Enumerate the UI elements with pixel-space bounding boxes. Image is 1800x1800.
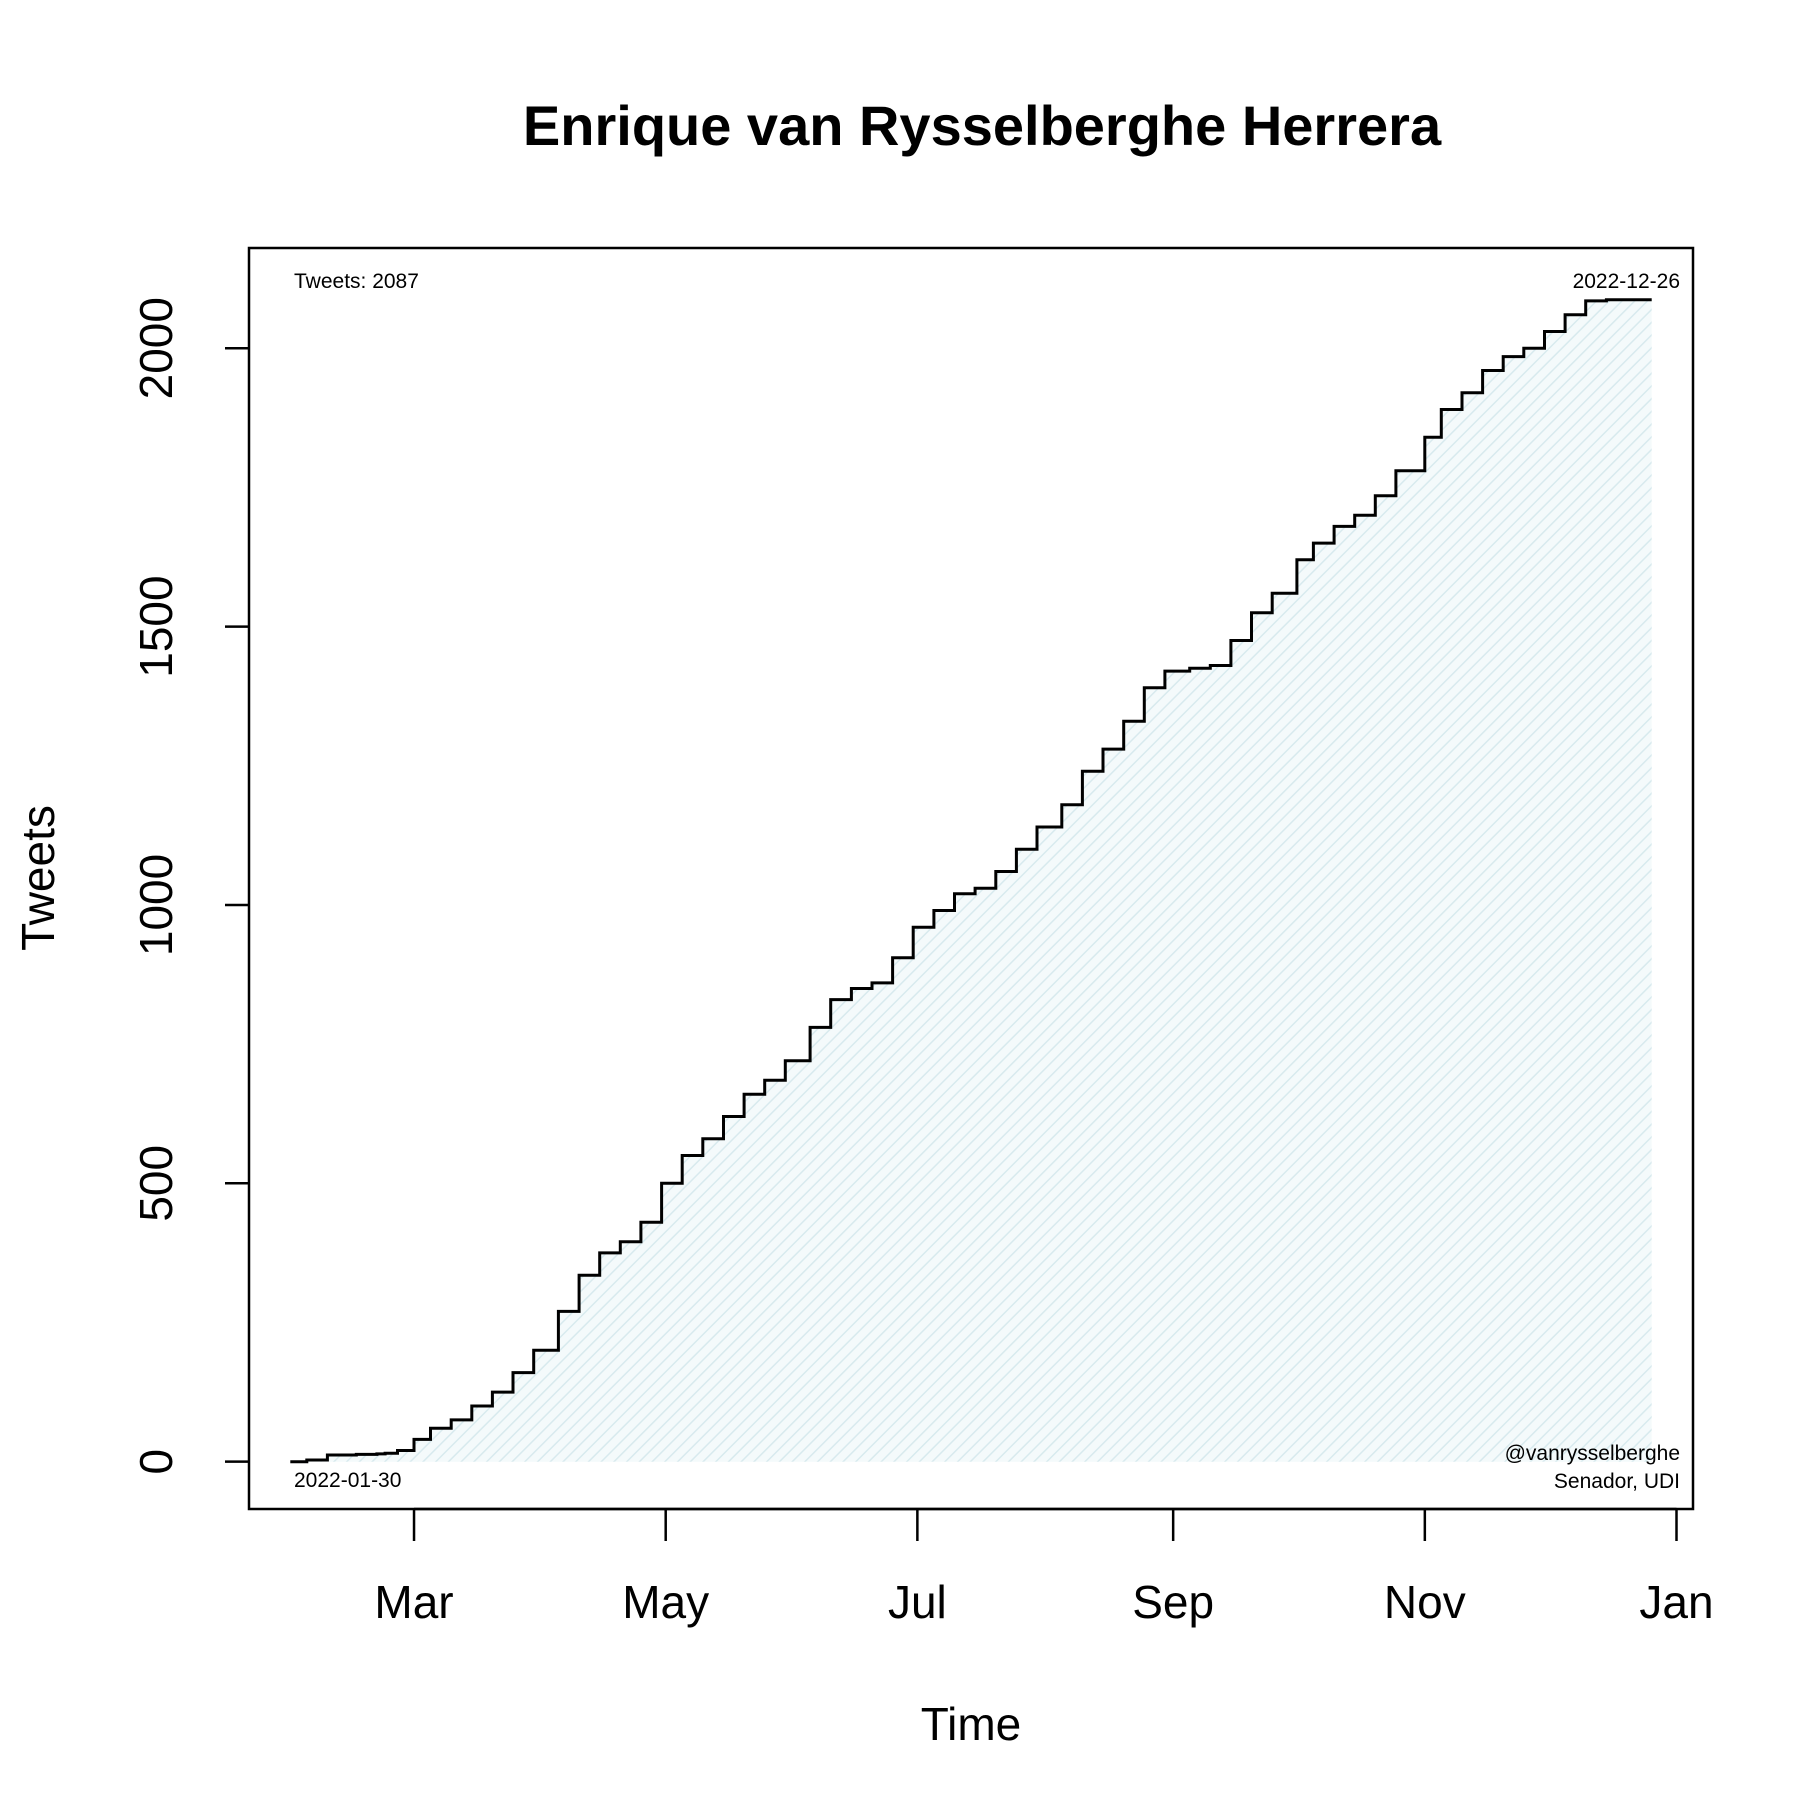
handle-annotation: @vanrysselberghe (1505, 1442, 1680, 1465)
x-tick-label: Nov (1384, 1576, 1466, 1628)
x-tick-label: Jan (1639, 1576, 1713, 1628)
y-axis: 0 500 1000 1500 2000 (130, 297, 249, 1474)
y-tick-label: 1500 (130, 575, 182, 677)
tweet-total-annotation: Tweets: 2087 (294, 270, 419, 293)
chart-title: Enrique van Rysselberghe Herrera (523, 94, 1442, 157)
x-tick-label: Sep (1132, 1576, 1214, 1628)
x-axis-label: Time (921, 1698, 1022, 1750)
y-tick-label: 500 (130, 1145, 182, 1222)
cumulative-area-fill (290, 299, 1652, 1462)
end-date-annotation: 2022-12-26 (1573, 270, 1680, 293)
y-tick-label: 1000 (130, 854, 182, 956)
y-tick-label: 2000 (130, 297, 182, 399)
x-tick-label: Jul (888, 1576, 947, 1628)
x-tick-label: Mar (374, 1576, 453, 1628)
series-line (290, 298, 1652, 1464)
x-axis: Mar May Jul Sep Nov Jan (374, 1507, 1714, 1628)
start-date-annotation: 2022-01-30 (294, 1469, 401, 1492)
y-axis-label: Tweets (12, 805, 64, 951)
y-tick-label: 0 (130, 1449, 182, 1475)
role-annotation: Senador, UDI (1554, 1470, 1680, 1493)
x-tick-label: May (622, 1576, 709, 1628)
